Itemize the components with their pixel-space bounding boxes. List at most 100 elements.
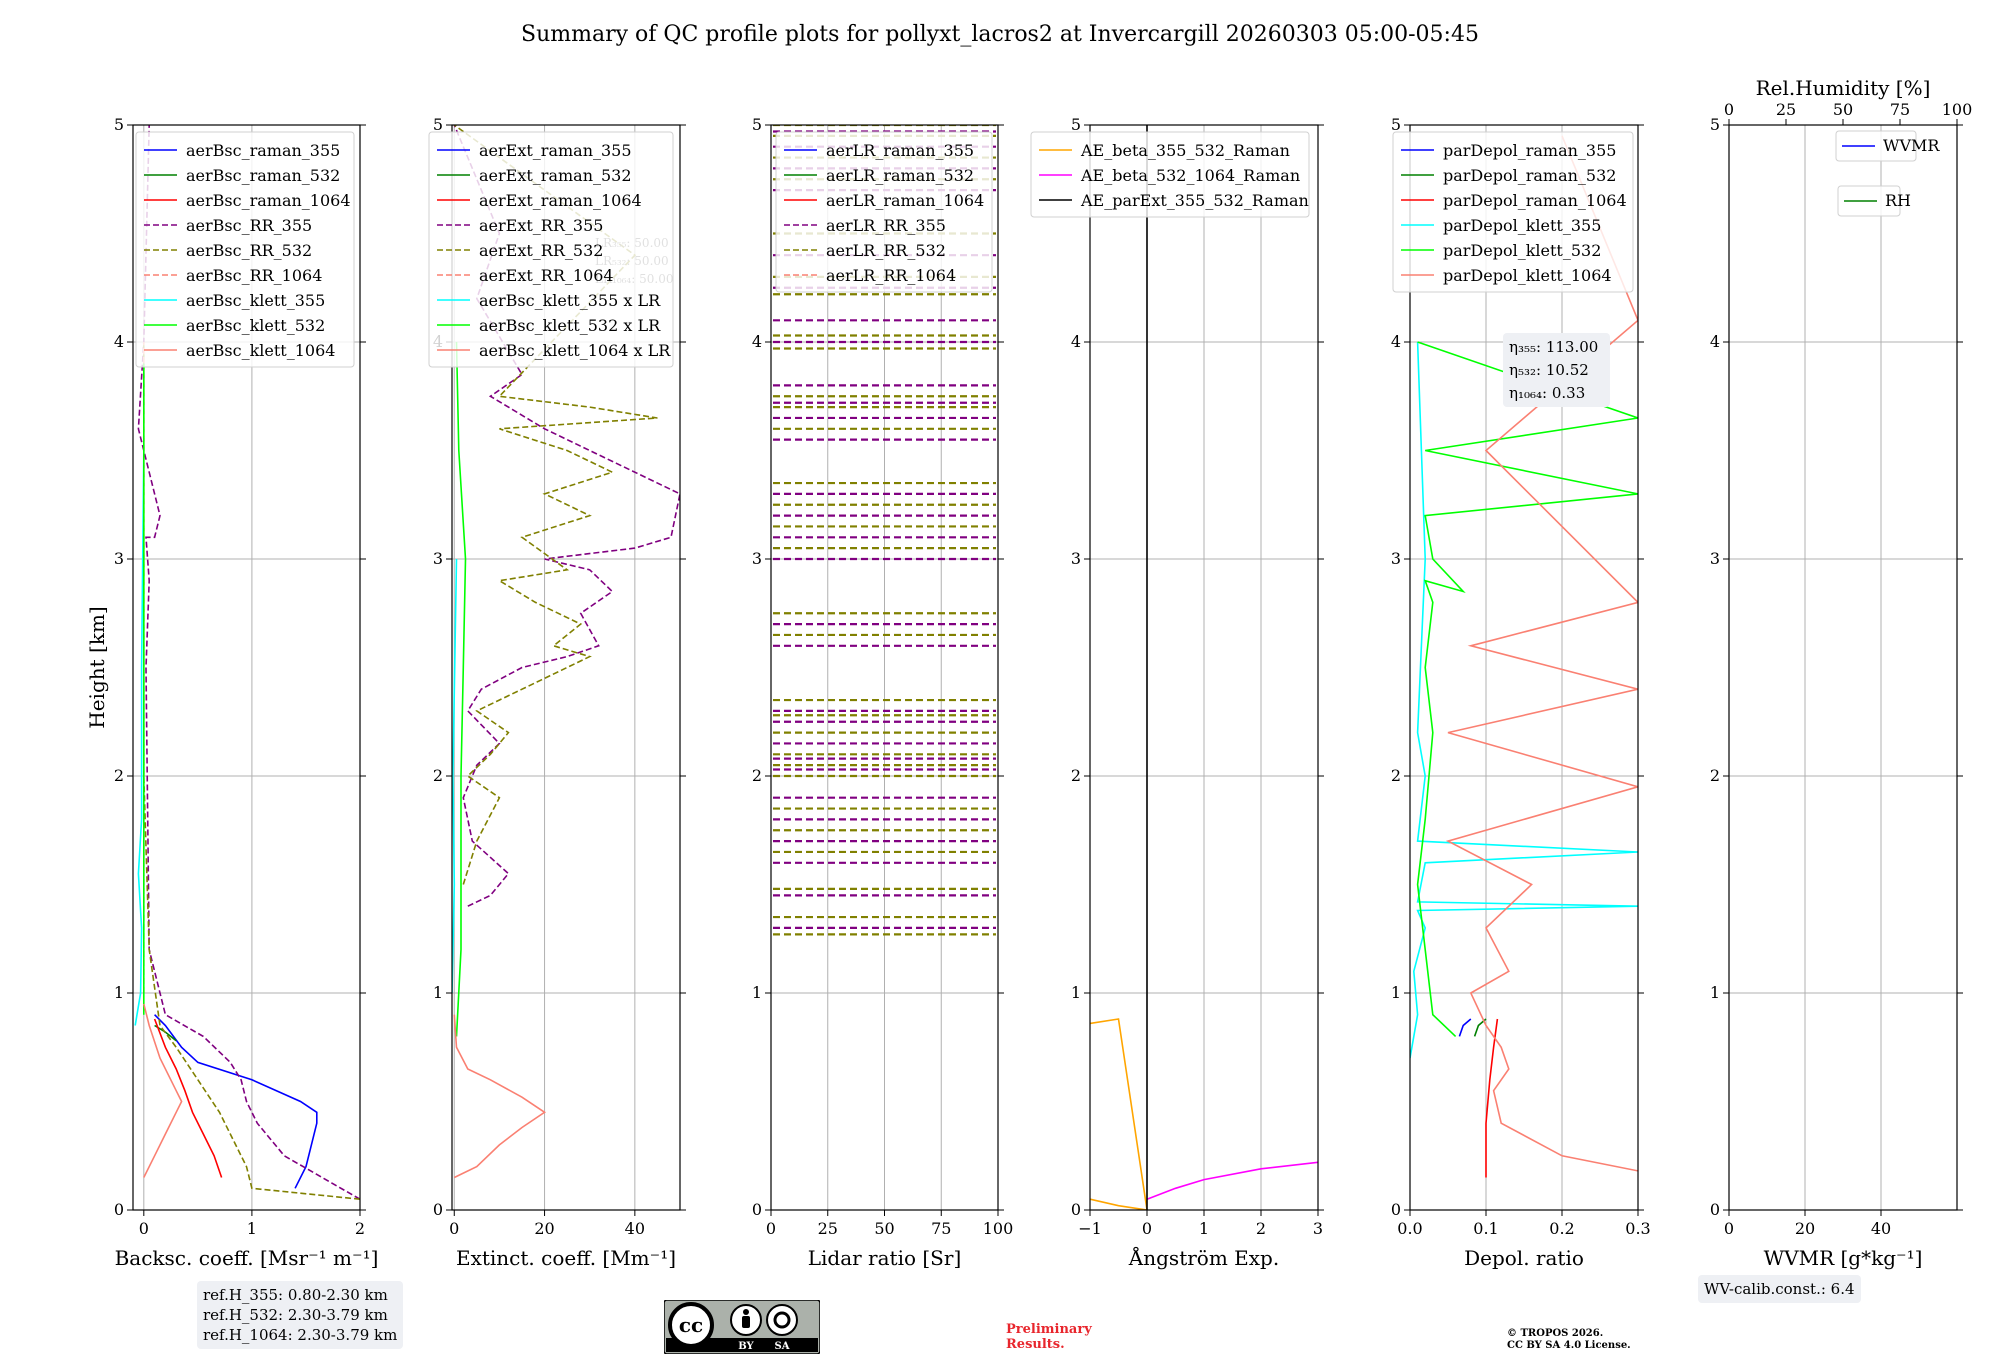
- legend-box: [135, 131, 355, 368]
- series-line-ae-beta-532-1064-raman: [1146, 1161, 1318, 1200]
- legend-label: parDepol_raman_1064: [1443, 191, 1627, 210]
- cc-by-label: BY: [738, 1341, 754, 1352]
- legend-label: aerBsc_raman_355: [186, 141, 340, 160]
- eta-box-bg: [1503, 333, 1610, 407]
- x-tick-label: 2: [1256, 1219, 1266, 1238]
- y-tick-label: 2: [1391, 766, 1401, 785]
- legend-label: aerLR_RR_532: [826, 241, 946, 260]
- legend-box: [1835, 130, 1917, 162]
- y-axis-label: Height [km]: [85, 606, 109, 728]
- x-tick-label: 1: [1199, 1219, 1209, 1238]
- legend-label: AE_beta_532_1064_Raman: [1080, 166, 1300, 185]
- top-x-tick-label: 25: [1776, 100, 1796, 119]
- x-tick-label: 0: [1724, 1219, 1734, 1238]
- legend-label: parDepol_klett_1064: [1443, 266, 1612, 285]
- legend-label: aerBsc_klett_1064: [186, 341, 335, 360]
- y-tick-label: 2: [752, 766, 762, 785]
- x-tick-label: 20: [534, 1219, 554, 1238]
- svg-text:cc: cc: [679, 1313, 703, 1337]
- chart-wvmr: 0 20 40 0 1 2 3 4 5 WVMR [g*kg⁻¹] 0 25 50 75 100 Rel.Hu…: [1710, 76, 1972, 1270]
- y-tick-label: 3: [752, 549, 762, 568]
- legend-label: aerBsc_raman_532: [186, 166, 340, 185]
- x-tick-label: 0.3: [1625, 1219, 1650, 1238]
- y-tick-label: 1: [114, 983, 124, 1002]
- y-tick-label: 3: [1071, 549, 1081, 568]
- y-tick-label: 1: [1391, 983, 1401, 1002]
- series-line-ae-beta-355-532-raman: [1090, 1018, 1148, 1210]
- chart-depol: 0.0 0.1 0.2 0.3 0 1 2 3 4 5 Depol. ratio parDepol_r…: [1391, 115, 1651, 1270]
- legend-label: aerBsc_klett_355: [186, 291, 325, 310]
- x-tick-label: 40: [1871, 1219, 1891, 1238]
- series-line-aerbsc-raman-1064: [153, 1018, 223, 1178]
- y-tick-label: 5: [752, 115, 762, 134]
- preliminary-results-note: Preliminary Results.: [1006, 1322, 1092, 1352]
- cc-by-sa-logo: cc BY SA: [664, 1300, 820, 1354]
- eta-value: η₃₅₅: 113.00: [1509, 338, 1598, 356]
- x-axis-label: WVMR [g*kg⁻¹]: [1764, 1246, 1923, 1270]
- legend-label: aerBsc_RR_355: [186, 216, 312, 235]
- legend-extinction: aerExt_raman_355 aerExt_raman_532 aerExt_r…: [428, 131, 674, 368]
- legend-label: aerExt_RR_355: [479, 216, 603, 235]
- x-tick-label: 0: [139, 1219, 149, 1238]
- y-tick-label: 2: [433, 766, 443, 785]
- y-tick-label: 4: [114, 332, 124, 351]
- y-tick-label: 0: [433, 1200, 443, 1219]
- reference-height-box: ref.H_355: 0.80-2.30 km ref.H_532: 2.30-…: [197, 1281, 404, 1349]
- axes-frame: [1409, 124, 1639, 1211]
- legend-label: aerBsc_klett_355 x LR: [479, 291, 661, 310]
- y-tick-label: 5: [1071, 115, 1081, 134]
- axes-frame: [451, 124, 681, 1211]
- cc-sa-label: SA: [775, 1341, 790, 1352]
- series-line-aerbsc-klett-532-x-lr: [455, 341, 467, 1037]
- legend-label: aerLR_raman_355: [826, 141, 974, 160]
- y-tick-label: 0: [1710, 1200, 1720, 1219]
- preliminary-line-2: Results.: [1006, 1337, 1065, 1352]
- x-axis-label: Extinct. coeff. [Mm⁻¹]: [456, 1246, 676, 1270]
- legend-label: WVMR: [1883, 136, 1940, 155]
- y-tick-label: 1: [1071, 983, 1081, 1002]
- legend-lidar_ratio: aerLR_raman_355 aerLR_raman_532 aerLR_rama…: [775, 131, 993, 293]
- series-line-aerbsc-klett-1064: [143, 1003, 183, 1178]
- top-x-axis-label: Rel.Humidity [%]: [1756, 76, 1931, 100]
- series-line-aerbsc-rr-532: [143, 342, 360, 1200]
- legend-rh: RH: [1837, 185, 1911, 217]
- x-tick-label: 0.1: [1473, 1219, 1498, 1238]
- eta-box: η₃₅₅: 113.00 η₅₃₂: 10.52 η₁₀₆₄: 0.33: [1503, 333, 1610, 407]
- series-line-pardepol-klett-1064: [1445, 135, 1638, 1172]
- legend-box: [428, 131, 674, 368]
- series-line-aerbsc-klett-1064-x-lr: [453, 1014, 547, 1179]
- legend-label: parDepol_raman_532: [1443, 166, 1616, 185]
- x-tick-label: −1: [1078, 1219, 1102, 1238]
- x-tick-label: 100: [983, 1219, 1014, 1238]
- y-tick-label: 0: [1071, 1200, 1081, 1219]
- y-tick-label: 5: [1710, 115, 1720, 134]
- legend-label: AE_beta_355_532_Raman: [1080, 141, 1290, 160]
- legend-label: aerBsc_klett_532 x LR: [479, 316, 661, 335]
- y-tick-label: 0: [752, 1200, 762, 1219]
- axes-frame: [132, 124, 361, 1211]
- legend-label: AE_parExt_355_532_Raman: [1080, 191, 1309, 210]
- legend-label: parDepol_klett_355: [1443, 216, 1601, 235]
- series-line-aerext-rr-355: [453, 125, 680, 907]
- y-tick-label: 4: [1071, 332, 1081, 351]
- legend-label: aerBsc_klett_1064 x LR: [479, 341, 671, 360]
- y-tick-label: 3: [114, 549, 124, 568]
- ref-h-1064: ref.H_1064: 2.30-3.79 km: [203, 1326, 398, 1344]
- legend-label: aerBsc_klett_532: [186, 316, 325, 335]
- legend-label: aerExt_RR_1064: [479, 266, 614, 285]
- series-line-pardepol-klett-355: [1410, 341, 1638, 1059]
- x-tick-label: 0: [1142, 1219, 1152, 1238]
- x-axis-label: Depol. ratio: [1464, 1246, 1584, 1270]
- legend-box: [1392, 131, 1634, 293]
- x-tick-label: 40: [625, 1219, 645, 1238]
- y-tick-label: 5: [433, 115, 443, 134]
- y-tick-label: 4: [752, 332, 762, 351]
- legend-label: aerExt_raman_355: [479, 141, 632, 160]
- y-tick-label: 1: [752, 983, 762, 1002]
- legend-label: aerBsc_RR_532: [186, 241, 312, 260]
- top-x-tick-label: 0: [1724, 100, 1734, 119]
- series-line-aerext-rr-532: [453, 125, 658, 885]
- x-tick-label: 50: [874, 1219, 894, 1238]
